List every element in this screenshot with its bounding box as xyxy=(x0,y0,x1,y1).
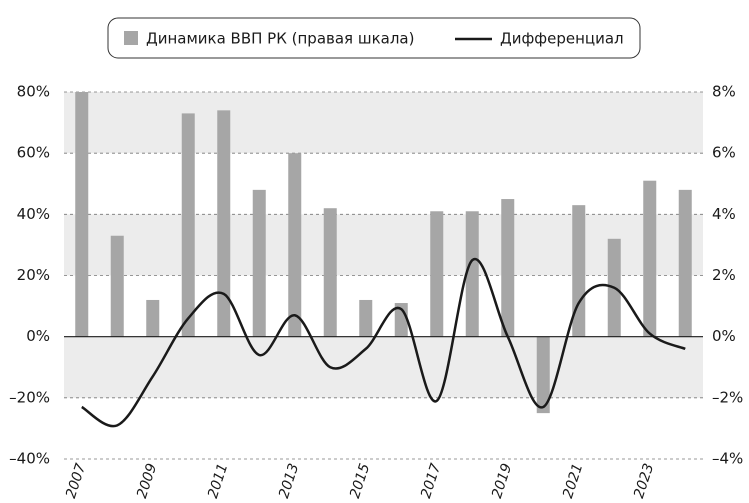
y-tick-label: –20% xyxy=(9,388,50,406)
bar xyxy=(643,180,657,337)
y-tick-label: 0% xyxy=(26,327,50,345)
legend-swatch xyxy=(124,31,138,45)
y2-tick-label: –2% xyxy=(712,388,743,406)
y2-tick-label: 2% xyxy=(712,266,736,284)
bar xyxy=(501,199,515,337)
y2-tick-label: –4% xyxy=(712,450,743,468)
bar xyxy=(323,208,337,337)
x-tick-label: 2017 xyxy=(418,461,444,500)
bar xyxy=(146,299,160,337)
y2-tick-label: 6% xyxy=(712,144,736,162)
bar xyxy=(75,92,89,337)
shaded-band xyxy=(64,214,703,276)
y-tick-label: 60% xyxy=(17,144,50,162)
x-tick-label: 2015 xyxy=(347,461,373,500)
bar xyxy=(359,299,373,337)
y-tick-label: 40% xyxy=(17,205,50,223)
bar xyxy=(678,189,692,337)
bar xyxy=(110,235,124,337)
x-tick-label: 2019 xyxy=(489,461,515,500)
bar xyxy=(288,153,302,337)
shaded-band xyxy=(64,92,703,154)
bar xyxy=(181,113,195,337)
legend-label: Дифференциал xyxy=(500,30,624,48)
bar xyxy=(252,189,266,337)
x-tick-label: 2021 xyxy=(560,462,586,501)
bar xyxy=(430,211,444,337)
y2-tick-label: 4% xyxy=(712,205,736,223)
y-tick-label: 20% xyxy=(17,266,50,284)
bar xyxy=(536,336,550,414)
x-tick-label: 2009 xyxy=(134,461,160,500)
y-tick-label: 80% xyxy=(17,83,50,101)
bar xyxy=(465,211,479,337)
x-tick-label: 2011 xyxy=(205,462,231,501)
y2-tick-label: 8% xyxy=(712,83,736,101)
bar xyxy=(572,205,586,337)
line xyxy=(81,257,686,428)
x-tick-label: 2023 xyxy=(631,462,657,501)
y2-tick-label: 0% xyxy=(712,327,736,345)
legend-box xyxy=(107,17,641,59)
x-tick-label: 2007 xyxy=(63,461,89,500)
x-tick-label: 2013 xyxy=(276,462,302,501)
legend-label: Динамика ВВП РК (правая шкала) xyxy=(146,30,414,48)
y-tick-label: –40% xyxy=(9,450,50,468)
bar xyxy=(217,110,231,337)
